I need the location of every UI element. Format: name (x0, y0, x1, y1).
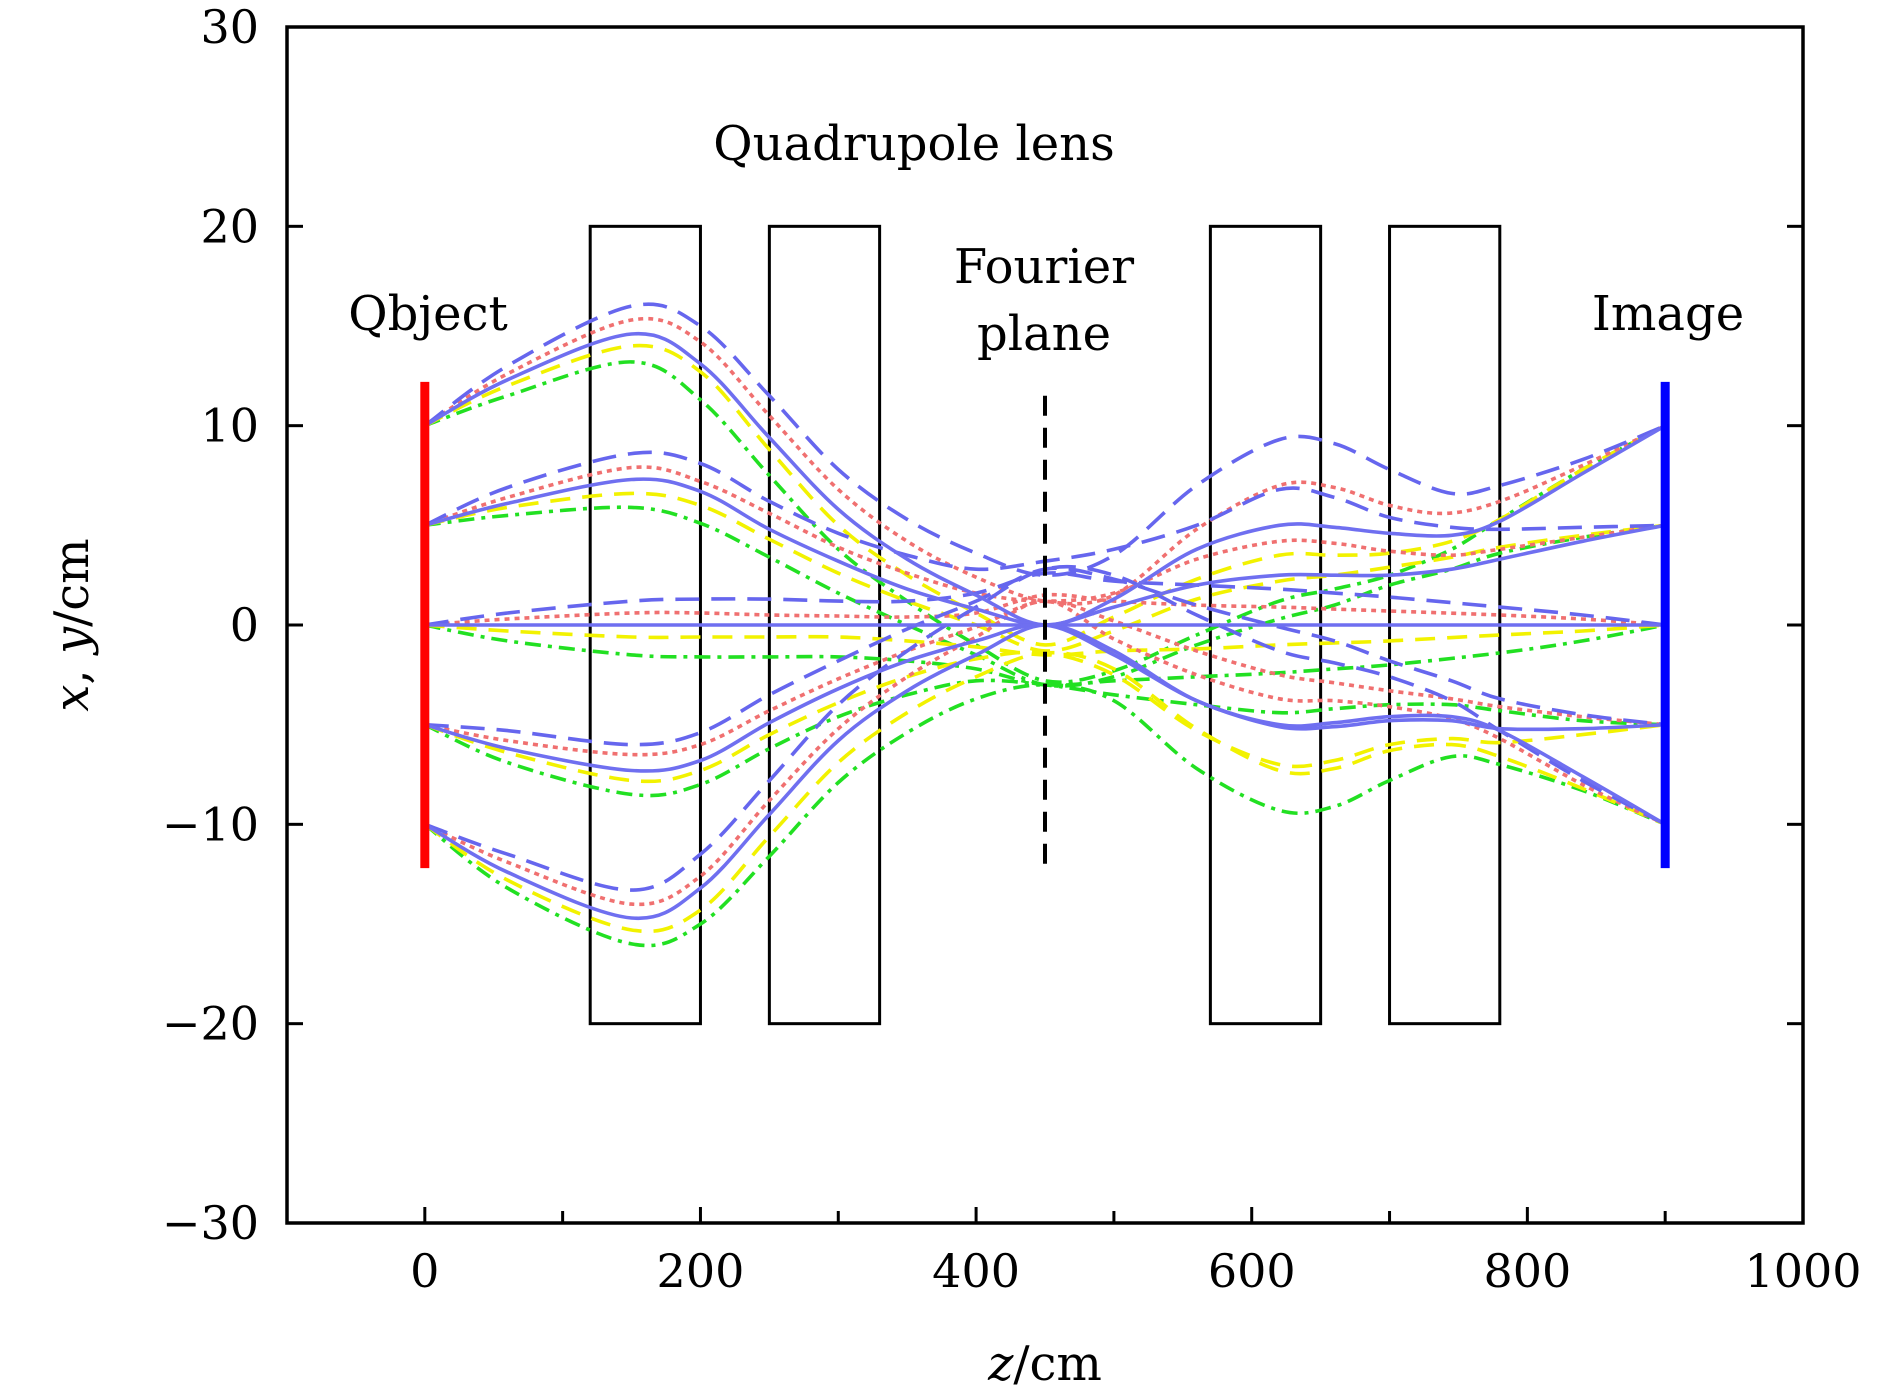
x-axis-label-unit: /cm (1013, 1336, 1102, 1392)
tick-label-group: 0 200 400 600 800 1000 30 20 10 0 −10 −20 −30 (162, 0, 1862, 1298)
x-tick-label: 400 (932, 1244, 1020, 1298)
ray-blue-solid-y0--5 (424, 622, 1666, 773)
ray-blue-dashed-y0--10 (424, 564, 1667, 892)
y-tick-label: −20 (162, 997, 259, 1051)
ray-blue-dashed-y0--5 (424, 566, 1666, 747)
ray-red-dotted-y0--10 (424, 599, 1666, 907)
y-axis-label-x: x (44, 685, 100, 712)
lens-annotation: Quadrupole lens (713, 116, 1114, 172)
x-axis-label-variable: z (987, 1336, 1014, 1392)
ray-blue-dashed-y0-10 (423, 302, 1666, 578)
y-axis-label-unit: /cm (44, 538, 100, 627)
y-tick-label: 0 (230, 598, 259, 652)
ray-yellow-dashed-y0-5 (424, 491, 1666, 653)
fourier-annotation-line1: Fourier (954, 239, 1134, 295)
x-tick-label: 1000 (1744, 1244, 1861, 1298)
x-tick-label: 0 (410, 1244, 439, 1298)
ray-blue-dashed-y0-5 (424, 450, 1666, 572)
ray-red-dotted-y0-10 (423, 316, 1666, 606)
y-axis-label-sep: , (44, 654, 100, 685)
ray-yellow-dashed-y0--5 (424, 650, 1666, 784)
y-tick-label: −10 (162, 797, 259, 851)
object-annotation: Qbject (348, 286, 508, 342)
ray-red-dotted-y0--5 (424, 599, 1666, 757)
tick-group (287, 25, 1805, 1225)
ray-red-dotted-y0-5 (424, 465, 1666, 603)
x-tick-label: 600 (1208, 1244, 1296, 1298)
ray-blue-solid-y0-5 (424, 477, 1666, 627)
y-tick-label: 10 (200, 399, 259, 453)
plane-group (420, 381, 1670, 869)
ray-green-dashdot-y0--10 (423, 682, 1666, 948)
fourier-annotation-line2: plane (977, 306, 1111, 362)
x-tick-label: 200 (657, 1244, 745, 1298)
x-tick-label: 800 (1483, 1244, 1571, 1298)
y-axis-label-y: y (44, 626, 100, 656)
y-tick-label: 20 (200, 199, 259, 253)
x-axis-label: z/cm (987, 1336, 1102, 1392)
y-tick-label: −30 (162, 1196, 259, 1250)
image-annotation: Image (1592, 286, 1744, 342)
ray-yellow-dashed-y0-10 (424, 343, 1667, 647)
y-axis-label: x, y/cm (44, 538, 100, 711)
y-tick-label: 30 (200, 0, 259, 54)
